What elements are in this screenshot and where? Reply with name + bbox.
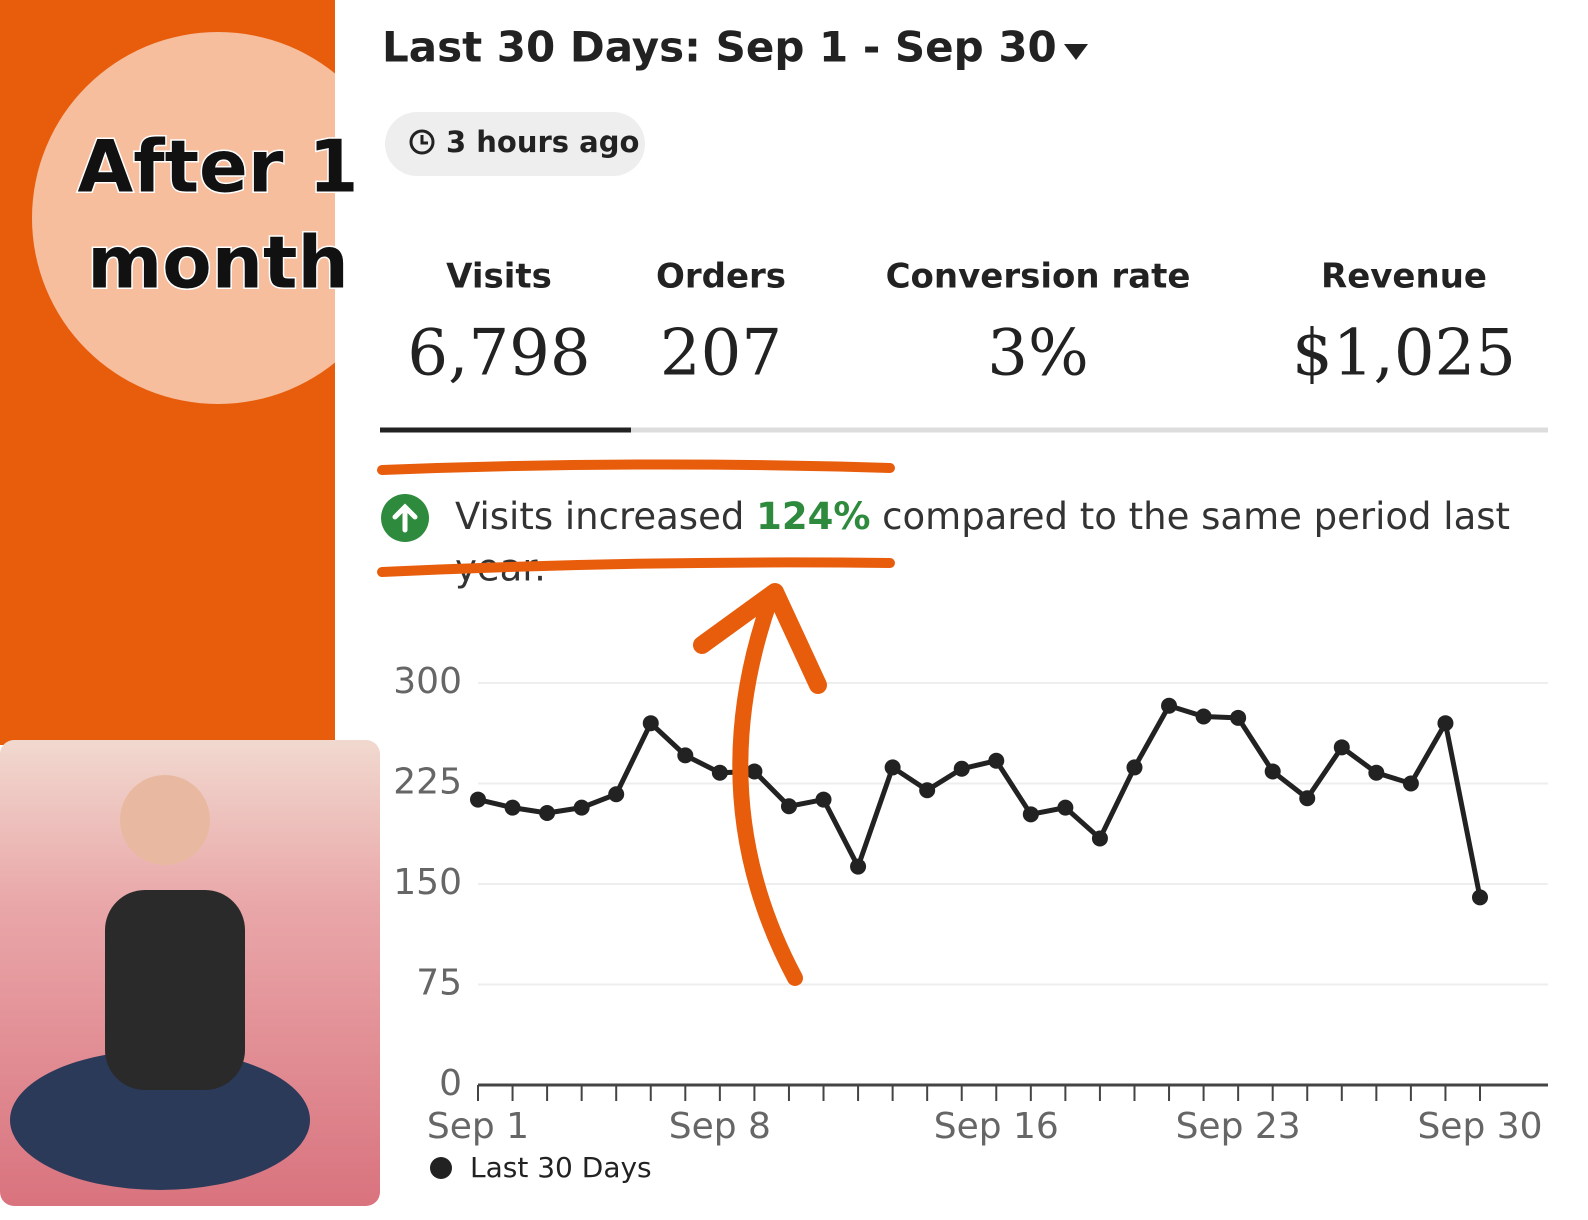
data-point — [642, 715, 659, 732]
data-point — [850, 858, 867, 875]
data-point — [1230, 709, 1247, 726]
data-point — [573, 799, 590, 816]
stat-value: 3% — [987, 317, 1089, 391]
badge-text: After 1 — [78, 125, 359, 209]
x-tick-label: Sep 16 — [934, 1106, 1059, 1147]
message-text: Visits increased — [455, 495, 744, 538]
message: Visits increased 124% compared to the sa… — [455, 495, 1510, 538]
data-point — [988, 752, 1005, 769]
badge-circle — [32, 32, 404, 404]
x-tick-label: Sep 8 — [669, 1106, 771, 1147]
annotation-stroke — [377, 459, 895, 475]
annotation-stroke — [377, 557, 895, 577]
data-point — [884, 759, 901, 776]
y-tick-label: 75 — [416, 963, 462, 1004]
data-point — [711, 764, 728, 781]
message-highlight: 124% — [756, 495, 870, 538]
data-point — [1402, 775, 1419, 792]
data-point — [677, 747, 694, 764]
data-point — [746, 763, 763, 780]
data-point — [1091, 830, 1108, 847]
data-point — [1195, 708, 1212, 725]
dropdown-icon[interactable] — [1064, 44, 1088, 60]
photo-figure — [10, 1050, 310, 1190]
data-point — [539, 804, 556, 821]
message-text: compared to the same period last — [882, 495, 1510, 538]
y-tick-label: 225 — [393, 762, 462, 803]
updated-pill — [385, 112, 645, 176]
y-tick-label: 150 — [393, 862, 462, 903]
clock-icon — [409, 129, 435, 155]
data-point — [504, 799, 521, 816]
data-point — [1264, 763, 1281, 780]
x-tick-label: Sep 23 — [1176, 1106, 1301, 1147]
stat-value: 207 — [660, 317, 782, 391]
data-point — [1126, 759, 1143, 776]
photo-figure — [105, 890, 245, 1090]
data-point — [1437, 715, 1454, 732]
stat-label: Orders — [656, 257, 786, 297]
clock-icon — [420, 135, 428, 145]
data-point — [815, 791, 832, 808]
legend-label: Last 30 Days — [470, 1151, 652, 1184]
legend-marker — [430, 1157, 452, 1179]
stat-value: $1,025 — [1292, 317, 1516, 391]
data-point — [1333, 739, 1350, 756]
data-point — [1057, 799, 1074, 816]
badge-text: month — [87, 221, 348, 305]
stat-label: Visits — [446, 257, 552, 297]
y-tick-label: 300 — [393, 661, 462, 702]
x-tick-label: Sep 30 — [1417, 1106, 1542, 1147]
data-point — [1161, 697, 1178, 714]
data-point — [953, 760, 970, 777]
data-point — [780, 798, 797, 815]
data-point — [1299, 790, 1316, 807]
data-point — [1472, 889, 1488, 906]
data-point — [470, 791, 486, 808]
data-point — [919, 782, 936, 799]
annotation-arrow — [693, 583, 827, 694]
stat-label: Conversion rate — [886, 257, 1191, 297]
data-point — [608, 786, 625, 803]
photo-figure — [120, 775, 210, 865]
updated-text: 3 hours ago — [446, 125, 639, 159]
stat-label: Revenue — [1321, 257, 1487, 297]
data-point — [1022, 806, 1039, 823]
x-tick-label: Sep 1 — [427, 1106, 529, 1147]
stat-value: 6,798 — [407, 317, 590, 391]
y-tick-label: 0 — [439, 1063, 462, 1104]
series-line — [477, 703, 1483, 898]
annotation-arrow — [732, 592, 803, 986]
up-icon — [392, 503, 418, 533]
data-point — [1368, 764, 1385, 781]
date-range[interactable]: Last 30 Days: Sep 1 - Sep 30 — [382, 23, 1057, 72]
